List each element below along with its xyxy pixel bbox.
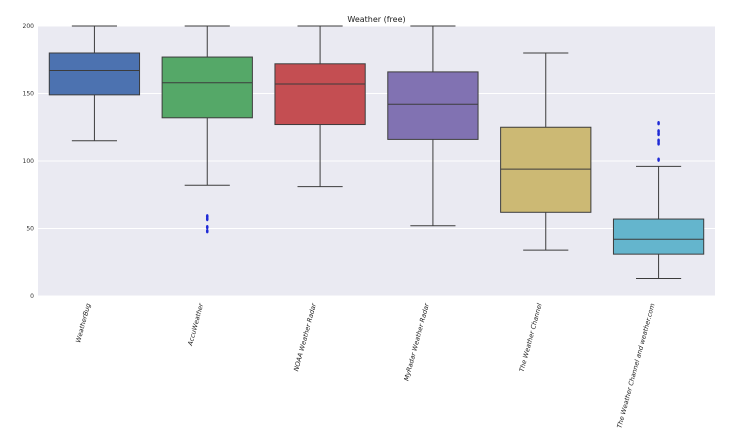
box-iqr <box>387 71 479 140</box>
outlier-point-3 <box>205 214 209 219</box>
outlier-point-1 <box>205 224 209 230</box>
box-iqr <box>48 52 141 96</box>
y-tick-label-3: 150 <box>23 91 35 98</box>
outlier-point-0 <box>657 157 660 162</box>
x-tick-label-0: WeatherBug <box>74 302 92 343</box>
box-group-4 <box>500 52 592 251</box>
x-tick-label-1: AccuWeather <box>186 301 206 347</box>
x-tick-label-5: The Weather Channel and weather.com <box>615 302 656 429</box>
y-tick-label-4: 200 <box>23 23 35 30</box>
box-iqr <box>161 56 253 119</box>
box-iqr <box>500 126 592 213</box>
box-iqr <box>612 218 705 255</box>
box-group-3 <box>387 25 479 227</box>
y-tick-label-1: 50 <box>26 226 34 233</box>
outlier-point-2 <box>657 138 660 143</box>
box-iqr <box>274 63 366 126</box>
y-tick-label-2: 100 <box>23 158 35 165</box>
y-tick-label-0: 0 <box>30 293 34 300</box>
x-tick-label-2: NOAA Weather Radar <box>292 301 318 372</box>
x-tick-label-3: MyRadar Weather Radar <box>402 301 431 382</box>
box-group-1 <box>161 25 253 234</box>
outlier-point-0 <box>205 229 209 234</box>
box-group-5 <box>612 121 705 279</box>
x-tick-label-4: The Weather Channel <box>518 302 544 373</box>
outlier-point-5 <box>657 121 660 126</box>
chart-title: Weather (free) <box>347 15 405 24</box>
outlier-point-4 <box>657 129 660 134</box>
box-group-2 <box>274 25 366 188</box>
box-group-0 <box>48 25 141 142</box>
